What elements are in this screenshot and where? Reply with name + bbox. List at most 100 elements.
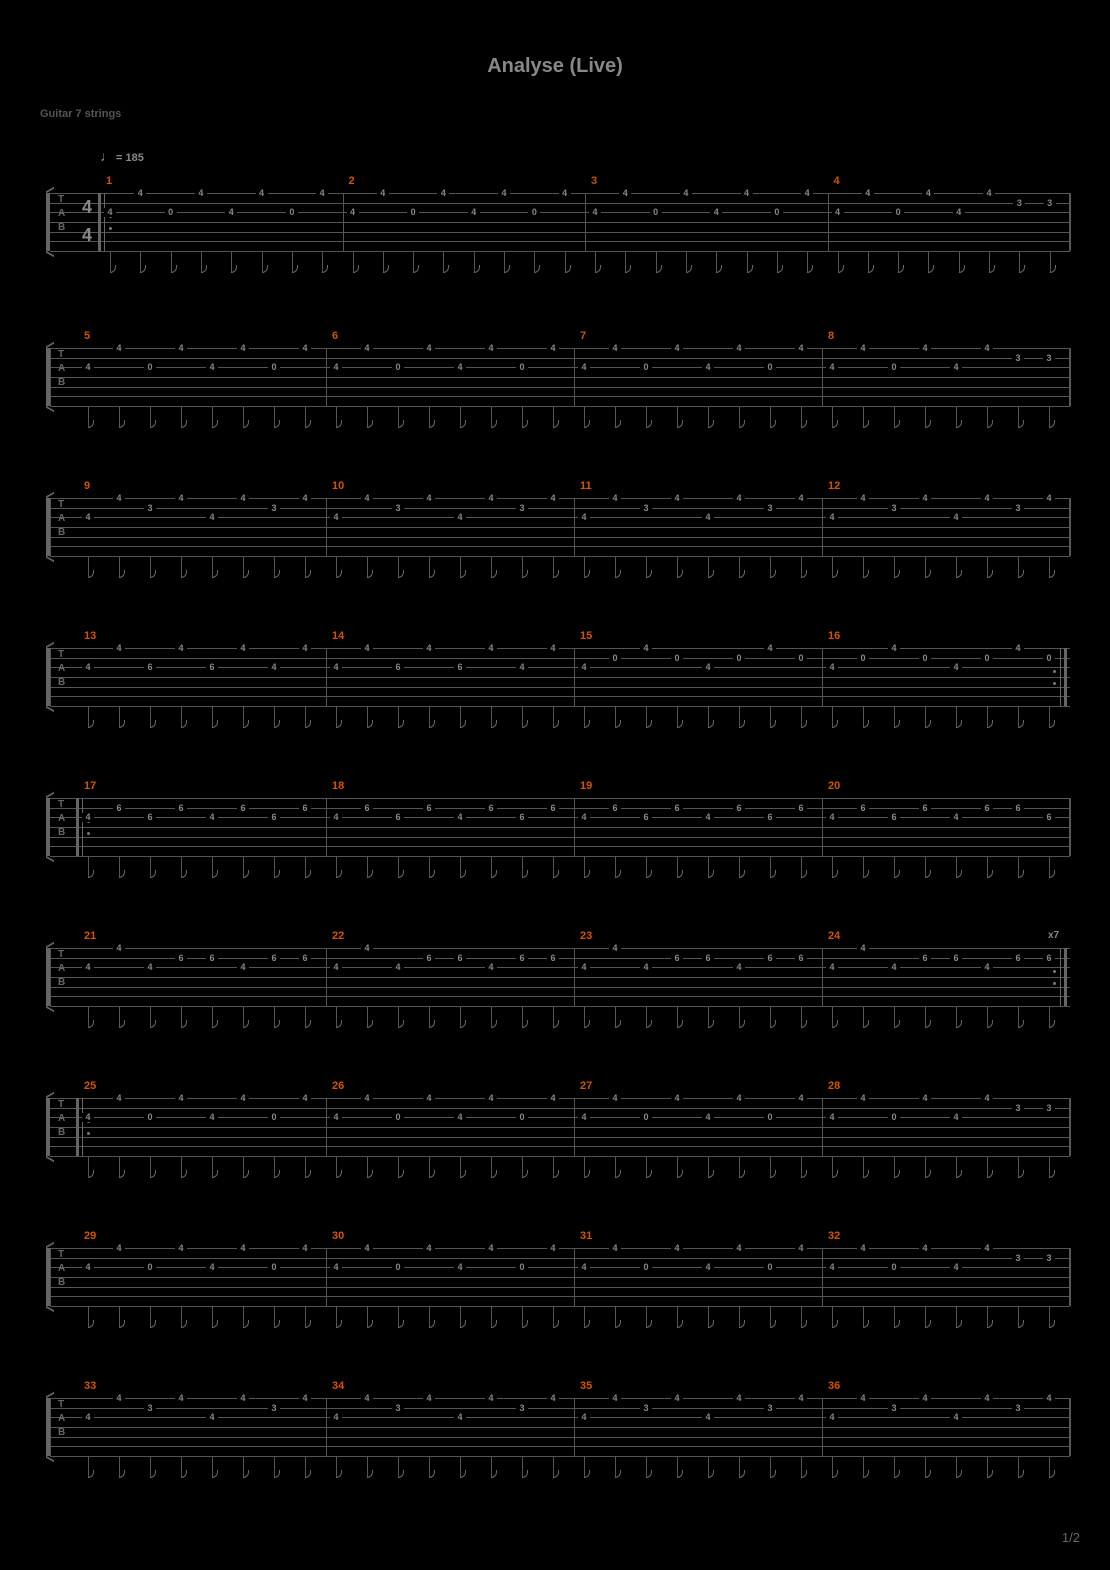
fret-number: 4 (857, 344, 869, 353)
measure-number: 29 (84, 1230, 96, 1242)
fret-number: 4 (361, 494, 373, 503)
fret-number: 4 (953, 208, 965, 217)
fret-number: 4 (361, 944, 373, 953)
fret-number: 4 (82, 1113, 94, 1122)
fret-number: 4 (733, 1394, 745, 1403)
fret-number: 0 (888, 363, 900, 372)
barline (1069, 348, 1071, 406)
fret-number: 0 (528, 208, 540, 217)
fret-number: 4 (950, 1113, 962, 1122)
fret-number: 6 (888, 813, 900, 822)
fret-number: 4 (795, 1244, 807, 1253)
barline (574, 948, 575, 1006)
fret-number: 6 (516, 813, 528, 822)
fret-number: 3 (144, 504, 156, 513)
fret-number: 6 (609, 804, 621, 813)
fret-number: 3 (1043, 1254, 1055, 1263)
fret-number: 6 (268, 954, 280, 963)
barline (822, 1248, 823, 1306)
fret-number: 4 (206, 1113, 218, 1122)
fret-number: 4 (237, 1394, 249, 1403)
fret-number: 4 (640, 644, 652, 653)
fret-number: 4 (609, 944, 621, 953)
fret-number: 3 (1012, 1104, 1024, 1113)
fret-number: 4 (857, 1094, 869, 1103)
fret-number: 4 (1012, 644, 1024, 653)
fret-number: 4 (578, 513, 590, 522)
fret-number: 4 (82, 363, 94, 372)
fret-number: 4 (454, 1113, 466, 1122)
fret-number: 4 (330, 1263, 342, 1272)
fret-number: 4 (361, 1094, 373, 1103)
fret-number: 4 (857, 1244, 869, 1253)
fret-number: 0 (981, 654, 993, 663)
fret-number: 6 (1043, 813, 1055, 822)
fret-number: 4 (237, 1094, 249, 1103)
fret-number: 4 (950, 1263, 962, 1272)
fret-number: 4 (826, 963, 838, 972)
fret-number: 6 (547, 954, 559, 963)
fret-number: 4 (741, 189, 753, 198)
fret-number: 4 (888, 644, 900, 653)
fret-number: 6 (423, 804, 435, 813)
fret-number: 4 (826, 1113, 838, 1122)
fret-number: 6 (392, 663, 404, 672)
fret-number: 4 (1043, 494, 1055, 503)
measure-number: 4 (834, 175, 840, 187)
fret-number: 4 (795, 494, 807, 503)
fret-number: 4 (981, 1094, 993, 1103)
tab-clef: TAB (58, 193, 76, 251)
fret-number: 6 (795, 804, 807, 813)
fret-number: 4 (82, 813, 94, 822)
fret-number: 4 (113, 644, 125, 653)
fret-number: 4 (702, 663, 714, 672)
barline (326, 798, 327, 856)
barline (1069, 1248, 1071, 1306)
tempo-marking: = 185 (100, 148, 144, 164)
fret-number: 3 (144, 1404, 156, 1413)
fret-number: 6 (268, 813, 280, 822)
fret-number: 6 (299, 954, 311, 963)
fret-number: 3 (1043, 1104, 1055, 1113)
fret-number: 0 (392, 1113, 404, 1122)
fret-number: 4 (922, 189, 934, 198)
fret-number: 4 (237, 494, 249, 503)
fret-number: 0 (407, 208, 419, 217)
fret-number: 3 (888, 1404, 900, 1413)
fret-number: 4 (981, 1394, 993, 1403)
barline (326, 948, 327, 1006)
staff (50, 193, 1070, 251)
fret-number: 6 (919, 804, 931, 813)
fret-number: 4 (361, 1394, 373, 1403)
fret-number: 3 (392, 1404, 404, 1413)
measure-number: 32 (828, 1230, 840, 1242)
barline (822, 498, 823, 556)
fret-number: 4 (237, 963, 249, 972)
fret-number: 4 (206, 363, 218, 372)
fret-number: 4 (919, 344, 931, 353)
fret-number: 6 (795, 954, 807, 963)
fret-number: 6 (175, 804, 187, 813)
fret-number: 4 (547, 1394, 559, 1403)
fret-number: 4 (423, 344, 435, 353)
measure-number: 18 (332, 780, 344, 792)
fret-number: 4 (764, 644, 776, 653)
fret-number: 4 (330, 513, 342, 522)
staff (50, 1098, 1070, 1156)
fret-number: 6 (764, 954, 776, 963)
measure-number: 19 (580, 780, 592, 792)
measure-number: 16 (828, 630, 840, 642)
fret-number: 0 (286, 208, 298, 217)
fret-number: 3 (1012, 1254, 1024, 1263)
fret-number: 4 (671, 1094, 683, 1103)
barline (326, 648, 327, 706)
fret-number: 4 (82, 513, 94, 522)
fret-number: 4 (454, 513, 466, 522)
fret-number: 4 (981, 1244, 993, 1253)
fret-number: 4 (826, 663, 838, 672)
fret-number: 4 (888, 963, 900, 972)
fret-number: 6 (392, 813, 404, 822)
fret-number: 4 (498, 189, 510, 198)
fret-number: 4 (423, 494, 435, 503)
fret-number: 4 (857, 944, 869, 953)
